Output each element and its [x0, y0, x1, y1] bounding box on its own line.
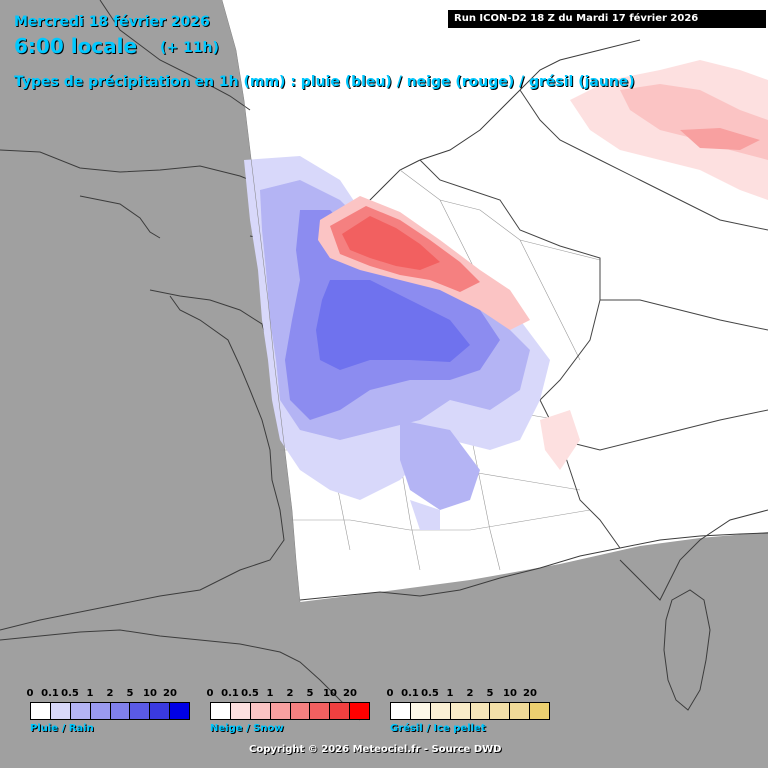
- legend-tick: 0: [386, 688, 394, 699]
- legend-label: Neige / Snow: [210, 723, 284, 734]
- legend-tick: 10: [323, 688, 337, 699]
- legend-swatch: [250, 703, 271, 719]
- legend-swatch: [310, 703, 331, 719]
- legend-tick: 0: [26, 688, 34, 699]
- legend-swatch: [170, 703, 189, 719]
- domain-edge: [221, 0, 301, 603]
- legend-bar: [390, 702, 550, 720]
- legend-tick: 20: [163, 688, 177, 699]
- legend-tick: 20: [343, 688, 357, 699]
- legend-swatch: [350, 703, 369, 719]
- forecast-date: Mercredi 18 février 2026: [14, 14, 210, 30]
- legend-swatch: [50, 703, 71, 719]
- legend-ticks: 0 0.1 0.5 1 2 5 10 20: [386, 688, 550, 702]
- legend-tick: 0.5: [61, 688, 79, 699]
- legend-tick: 0.1: [41, 688, 59, 699]
- legend-tick: 1: [266, 688, 274, 699]
- legend-tick: 2: [106, 688, 114, 699]
- legend-tick: 0.5: [241, 688, 259, 699]
- legend-tick: 1: [86, 688, 94, 699]
- legend-swatch: [490, 703, 511, 719]
- country-borders: [419, 89, 768, 549]
- legend-tick: 10: [143, 688, 157, 699]
- map-subtitle: Types de précipitation en 1h (mm) : plui…: [14, 74, 635, 90]
- legend-swatch: [450, 703, 471, 719]
- light-snow-northeast: [540, 60, 768, 470]
- legend-bar: [30, 702, 190, 720]
- legend-tick: 1: [446, 688, 454, 699]
- legend-tick: 20: [523, 688, 537, 699]
- legend-bar: [210, 702, 370, 720]
- legend-tick: 0: [206, 688, 214, 699]
- legend-swatch: [510, 703, 531, 719]
- legend-swatch: [530, 703, 549, 719]
- legend-swatch: [470, 703, 491, 719]
- legend-swatch: [410, 703, 431, 719]
- legend-swatch: [130, 703, 151, 719]
- legend-swatch: [391, 703, 411, 719]
- legend-swatch: [110, 703, 131, 719]
- legend-ticks: 0 0.1 0.5 1 2 5 10 20: [26, 688, 190, 702]
- legend-swatch: [70, 703, 91, 719]
- legend-tick: 0.5: [421, 688, 439, 699]
- legend-sleet: 0 0.1 0.5 1 2 5 10 20 Grésil / Ice pellet: [386, 688, 550, 734]
- forecast-hour: 6:00 locale: [14, 34, 138, 58]
- legend-snow: 0 0.1 0.5 1 2 5 10 20 Neige / Snow: [206, 688, 370, 734]
- legend-swatch: [90, 703, 111, 719]
- copyright: Copyright © 2026 Meteociel.fr - Source D…: [249, 744, 502, 755]
- legend-swatch: [270, 703, 291, 719]
- legend-tick: 5: [306, 688, 314, 699]
- legend-swatch: [31, 703, 51, 719]
- legend-swatch: [430, 703, 451, 719]
- legend-swatch: [211, 703, 231, 719]
- legend-tick: 5: [126, 688, 134, 699]
- snow-area: [318, 196, 530, 330]
- model-run-info: Run ICON-D2 18 Z du Mardi 17 février 202…: [448, 10, 766, 28]
- legend-rain: 0 0.1 0.5 1 2 5 10 20 Pluie / Rain: [26, 688, 190, 734]
- legend-ticks: 0 0.1 0.5 1 2 5 10 20: [206, 688, 370, 702]
- legend-swatch: [150, 703, 171, 719]
- legend-tick: 2: [466, 688, 474, 699]
- legend-tick: 10: [503, 688, 517, 699]
- legend-tick: 2: [286, 688, 294, 699]
- legend-swatch: [230, 703, 251, 719]
- legend-label: Pluie / Rain: [30, 723, 94, 734]
- legend-label: Grésil / Ice pellet: [390, 723, 486, 734]
- legend-swatch: [290, 703, 311, 719]
- legend-tick: 0.1: [221, 688, 239, 699]
- forecast-lead-time: (+ 11h): [160, 40, 219, 56]
- legend-tick: 0.1: [401, 688, 419, 699]
- legend-tick: 5: [486, 688, 494, 699]
- legend-swatch: [330, 703, 351, 719]
